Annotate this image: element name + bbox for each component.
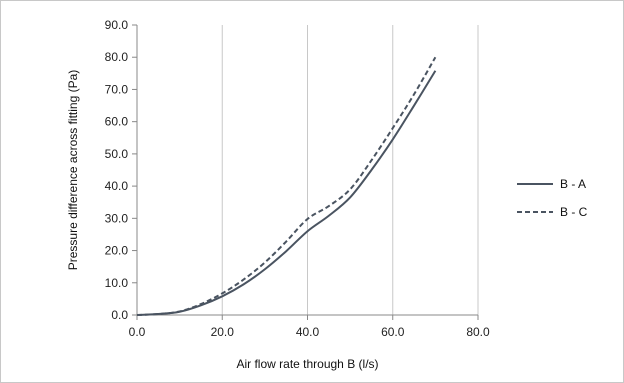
x-tick-label: 60.0 — [381, 325, 405, 339]
y-tick-label: 50.0 — [105, 147, 129, 161]
y-tick-label: 10.0 — [105, 276, 129, 290]
y-tick-label: 40.0 — [105, 179, 129, 193]
x-axis-title: Air flow rate through B (l/s) — [236, 357, 378, 371]
y-tick-label: 70.0 — [105, 82, 129, 96]
y-tick-label: 0.0 — [111, 308, 128, 322]
series-line-b-c — [136, 56, 437, 316]
y-tick-label: 60.0 — [105, 115, 129, 129]
x-tick-label: 80.0 — [466, 325, 490, 339]
legend-label-b-a: B - A — [560, 177, 586, 191]
y-tick-label: 20.0 — [105, 244, 129, 258]
x-tick-label: 40.0 — [296, 325, 320, 339]
x-tick-label: 20.0 — [211, 325, 235, 339]
x-tick-label: 0.0 — [129, 325, 146, 339]
legend-label-b-c: B - C — [560, 205, 588, 219]
series-line-b-a — [136, 70, 437, 316]
y-tick-label: 80.0 — [105, 50, 129, 64]
y-tick-label: 90.0 — [105, 18, 129, 32]
y-axis-title: Pressure difference across fitting (Pa) — [66, 70, 80, 271]
y-tick-label: 30.0 — [105, 211, 129, 225]
